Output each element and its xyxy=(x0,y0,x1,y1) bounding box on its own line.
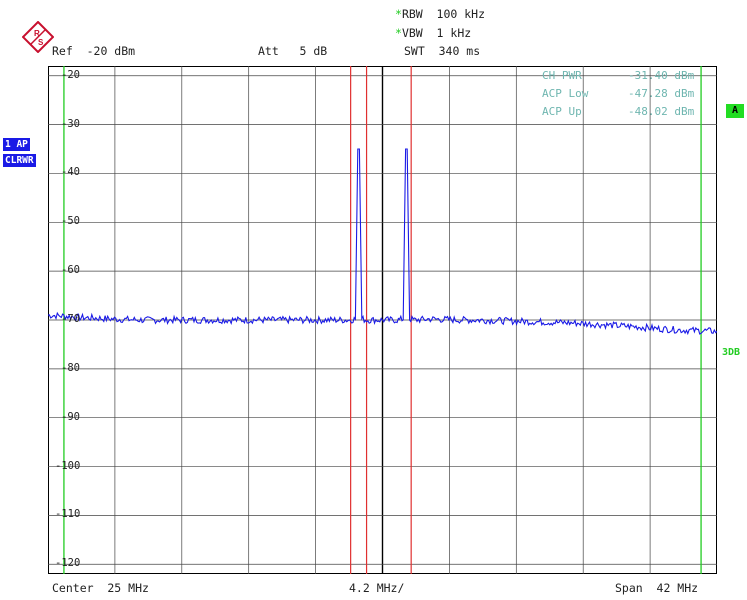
svg-text:S: S xyxy=(38,38,44,47)
trace-mode-tag: CLRWR xyxy=(3,154,36,167)
readout-acp-low: ACP Low xyxy=(542,87,589,100)
readout-acp-up-value: -48.02 dBm xyxy=(628,105,695,118)
y-tick-label: -110 xyxy=(55,508,81,521)
y-tick-label: -40 xyxy=(61,166,80,179)
y-tick-label: -70 xyxy=(61,313,80,325)
y-tick-label: -50 xyxy=(61,215,80,228)
marker-a-tag: A xyxy=(726,104,744,118)
vbw-setting: *VBW 1 kHz xyxy=(395,26,472,40)
y-tick-label: -90 xyxy=(61,410,80,423)
readout-acp-low-value: -47.28 dBm xyxy=(628,87,695,100)
frequency-per-div: 4.2 MHz/ xyxy=(349,581,405,595)
spectrum-plot xyxy=(48,66,717,574)
center-frequency: Center 25 MHz xyxy=(52,581,149,595)
trace-tag: 1 AP xyxy=(3,138,30,151)
readout-ch-pwr-value: -31.40 dBm xyxy=(628,69,695,82)
ref-level: Ref -20 dBm xyxy=(52,44,136,58)
y-tick-label: -120 xyxy=(55,557,81,570)
readout-acp-up: ACP Up xyxy=(542,105,582,118)
rbw-setting: *RBW 100 kHz xyxy=(395,7,486,21)
y-tick-label: -100 xyxy=(55,459,81,472)
spectrum-trace xyxy=(48,148,717,336)
swt-setting: SWT 340 ms xyxy=(404,44,481,58)
frequency-span: Span 42 MHz xyxy=(615,581,699,595)
y-tick-label: -60 xyxy=(61,264,80,277)
y-tick-label: -80 xyxy=(61,361,80,374)
svg-text:R: R xyxy=(34,29,40,38)
db3-tag: 3DB xyxy=(722,347,741,358)
y-tick-label: -30 xyxy=(61,117,80,130)
readout-ch-pwr: CH PWR xyxy=(542,69,582,82)
y-tick-label: -20 xyxy=(61,68,80,81)
rs-logo: R S xyxy=(3,2,55,54)
attenuation: Att 5 dB xyxy=(258,44,328,58)
